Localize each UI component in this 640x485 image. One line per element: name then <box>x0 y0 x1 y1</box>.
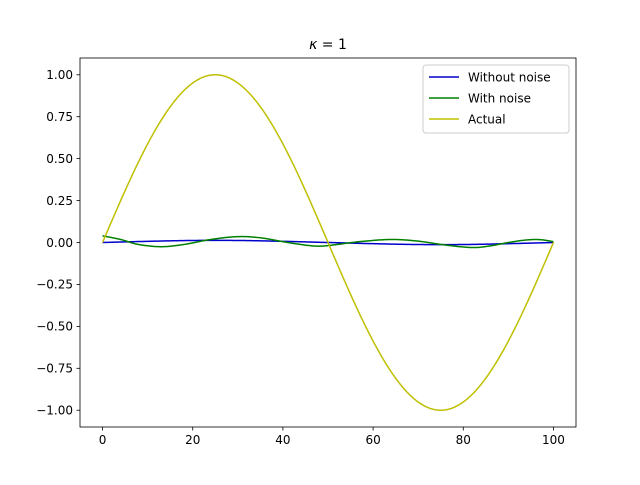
legend-box <box>422 64 570 134</box>
y-tick-label: −0.25 <box>36 278 73 292</box>
x-tick-label: 20 <box>185 433 200 447</box>
y-tick-label: 0.00 <box>46 236 73 250</box>
y-tick-label: 1.00 <box>46 68 73 82</box>
legend-label-with-noise: With noise <box>468 91 531 105</box>
chart-title: κ = 1 <box>309 37 347 53</box>
legend-label-actual: Actual <box>468 112 506 126</box>
y-tick-label: −0.75 <box>36 362 73 376</box>
series-line-with-noise <box>102 235 554 249</box>
y-tick-label: 0.75 <box>46 110 73 124</box>
plot-area <box>101 74 555 411</box>
chart-title-symbol: κ <box>309 37 318 53</box>
x-tick-label: 0 <box>99 433 107 447</box>
legend: Without noise With noise Actual <box>422 64 570 134</box>
x-tick-label: 80 <box>456 433 471 447</box>
legend-label-without-noise: Without noise <box>468 70 551 84</box>
x-tick-label: 60 <box>365 433 380 447</box>
chart-title-rest: = 1 <box>317 37 347 53</box>
x-tick-label: 100 <box>542 433 565 447</box>
series-line-actual <box>101 74 555 411</box>
y-tick-label: −0.50 <box>36 320 73 334</box>
x-tick-label: 40 <box>275 433 290 447</box>
axes: 0 20 40 60 80 100 −1.00 −0.75 −0.50 −0.25 0.00 0.25… <box>36 57 577 447</box>
y-tick-label: 0.25 <box>46 194 73 208</box>
y-tick-label: 0.50 <box>46 152 73 166</box>
y-tick-label: −1.00 <box>36 404 73 418</box>
